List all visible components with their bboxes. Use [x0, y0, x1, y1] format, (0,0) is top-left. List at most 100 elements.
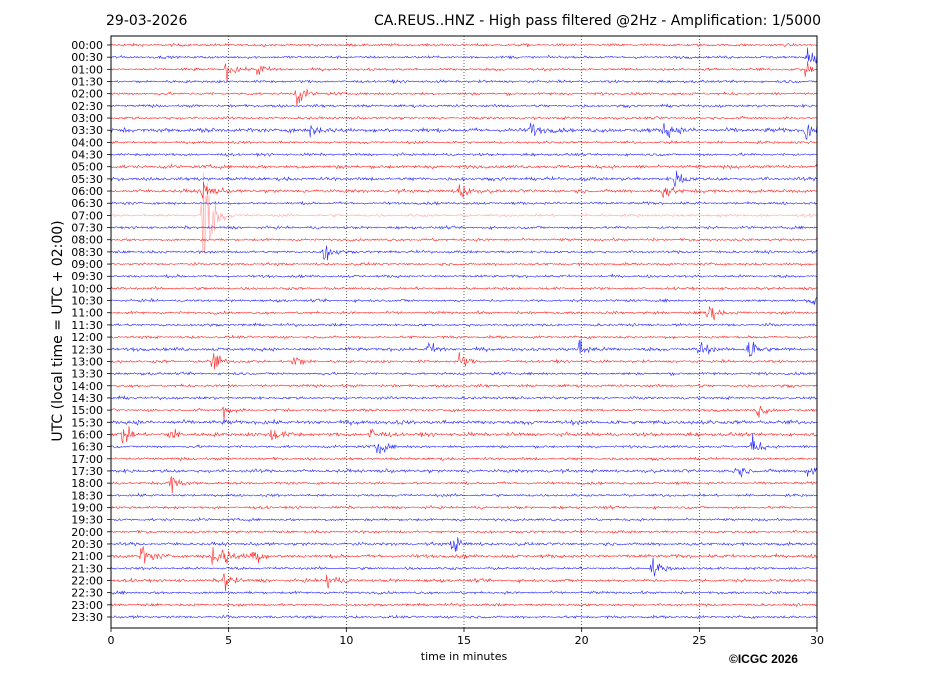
y-tick-label: 04:00	[71, 136, 103, 149]
y-tick-label: 06:00	[71, 185, 103, 198]
grid-lines	[228, 36, 700, 628]
trace-1530	[110, 418, 818, 427]
trace-0400	[111, 139, 818, 145]
trace-0230	[110, 103, 818, 109]
trace-0130	[110, 78, 818, 84]
trace-2230	[110, 590, 818, 595]
traces	[110, 42, 818, 620]
y-tick-label: 09:30	[71, 270, 103, 283]
trace-0730	[110, 224, 818, 231]
y-tick-label: 15:00	[71, 404, 103, 417]
y-tick-label: 03:30	[71, 124, 103, 137]
trace-2000	[110, 529, 818, 535]
y-tick-label: 17:00	[71, 453, 103, 466]
x-tick-label: 5	[225, 634, 232, 647]
trace-2030	[110, 537, 818, 552]
y-tick-label: 03:00	[71, 112, 103, 125]
y-tick-label: 21:00	[71, 550, 103, 563]
x-tick-label: 10	[339, 634, 353, 647]
y-tick-label: 21:30	[71, 562, 103, 575]
trace-0430	[110, 152, 818, 158]
trace-2300	[110, 602, 818, 608]
trace-1600	[110, 426, 818, 444]
trace-1830	[110, 492, 818, 498]
trace-0100	[110, 61, 818, 82]
y-tick-label: 02:30	[71, 100, 103, 113]
trace-0600	[110, 182, 818, 199]
trace-0330	[110, 122, 818, 140]
trace-1400	[110, 383, 818, 389]
y-tick-label: 17:30	[71, 465, 103, 478]
trace-1330	[110, 371, 818, 377]
y-tick-label: 18:00	[71, 477, 103, 490]
x-axis: 0 5 10 15 20 25 30	[108, 628, 824, 647]
y-tick-label: 08:30	[71, 246, 103, 259]
trace-1000	[110, 285, 818, 292]
trace-1430	[110, 395, 818, 401]
x-tick-label: 0	[108, 634, 115, 647]
trace-1700	[111, 456, 818, 462]
y-tick-label: 20:30	[71, 538, 103, 551]
y-tick-label: 19:00	[71, 501, 103, 514]
trace-2130	[110, 557, 818, 577]
x-tick-label: 20	[575, 634, 589, 647]
trace-1500	[110, 406, 817, 421]
y-tick-label: 18:30	[71, 489, 103, 502]
trace-0200	[110, 88, 818, 106]
trace-0830	[110, 245, 818, 261]
y-axis: 00:0000:3001:0001:3002:0002:3003:0003:30…	[71, 39, 111, 624]
trace-1930	[110, 517, 818, 523]
y-tick-label: 16:30	[71, 441, 103, 454]
y-tick-label: 00:30	[71, 51, 103, 64]
copyright: ©ICGC 2026	[729, 652, 798, 666]
y-axis-label: UTC (local time = UTC + 02:00)	[50, 220, 66, 441]
y-tick-label: 12:00	[71, 331, 103, 344]
trace-0300	[110, 115, 818, 121]
plot-frame	[110, 35, 818, 629]
y-tick-label: 07:30	[71, 222, 103, 235]
trace-2100	[110, 546, 818, 565]
x-axis-label: time in minutes	[421, 650, 508, 663]
y-tick-label: 23:00	[71, 599, 103, 612]
y-tick-label: 04:30	[71, 149, 103, 162]
y-tick-label: 12:30	[71, 343, 103, 356]
y-tick-label: 05:30	[71, 173, 103, 186]
y-tick-label: 19:30	[71, 514, 103, 527]
y-tick-label: 16:00	[71, 428, 103, 441]
chart-title: CA.REUS..HNZ - High pass filtered @2Hz -…	[374, 13, 821, 29]
trace-0000	[110, 42, 818, 48]
trace-1030	[110, 297, 818, 305]
y-tick-label: 10:00	[71, 282, 103, 295]
trace-1630	[110, 433, 818, 455]
x-tick-label: 25	[692, 634, 706, 647]
trace-1300	[110, 352, 818, 370]
y-tick-label: 02:00	[71, 88, 103, 101]
trace-0900	[110, 261, 818, 267]
y-tick-label: 01:00	[71, 63, 103, 76]
chart-date: 29-03-2026	[106, 13, 187, 29]
y-tick-label: 05:00	[71, 161, 103, 174]
trace-0500	[110, 163, 818, 170]
x-tick-label: 15	[457, 634, 471, 647]
y-tick-label: 10:30	[71, 295, 103, 308]
y-tick-label: 11:30	[71, 319, 103, 332]
trace-1800	[110, 476, 818, 494]
trace-0030	[110, 47, 818, 64]
y-tick-label: 13:00	[71, 355, 103, 368]
trace-0700	[110, 172, 818, 254]
trace-1130	[110, 322, 817, 328]
trace-0530	[110, 170, 818, 187]
y-tick-label: 20:00	[71, 526, 103, 539]
trace-1730	[110, 467, 818, 478]
y-tick-label: 15:30	[71, 416, 103, 429]
y-tick-label: 11:00	[71, 307, 103, 320]
trace-1230	[110, 339, 818, 357]
trace-0930	[110, 273, 818, 279]
trace-1900	[110, 504, 818, 511]
trace-1100	[110, 306, 818, 321]
y-tick-label: 23:30	[71, 611, 103, 624]
y-tick-label: 22:00	[71, 574, 103, 587]
y-tick-label: 00:00	[71, 39, 103, 52]
trace-0800	[110, 237, 818, 243]
